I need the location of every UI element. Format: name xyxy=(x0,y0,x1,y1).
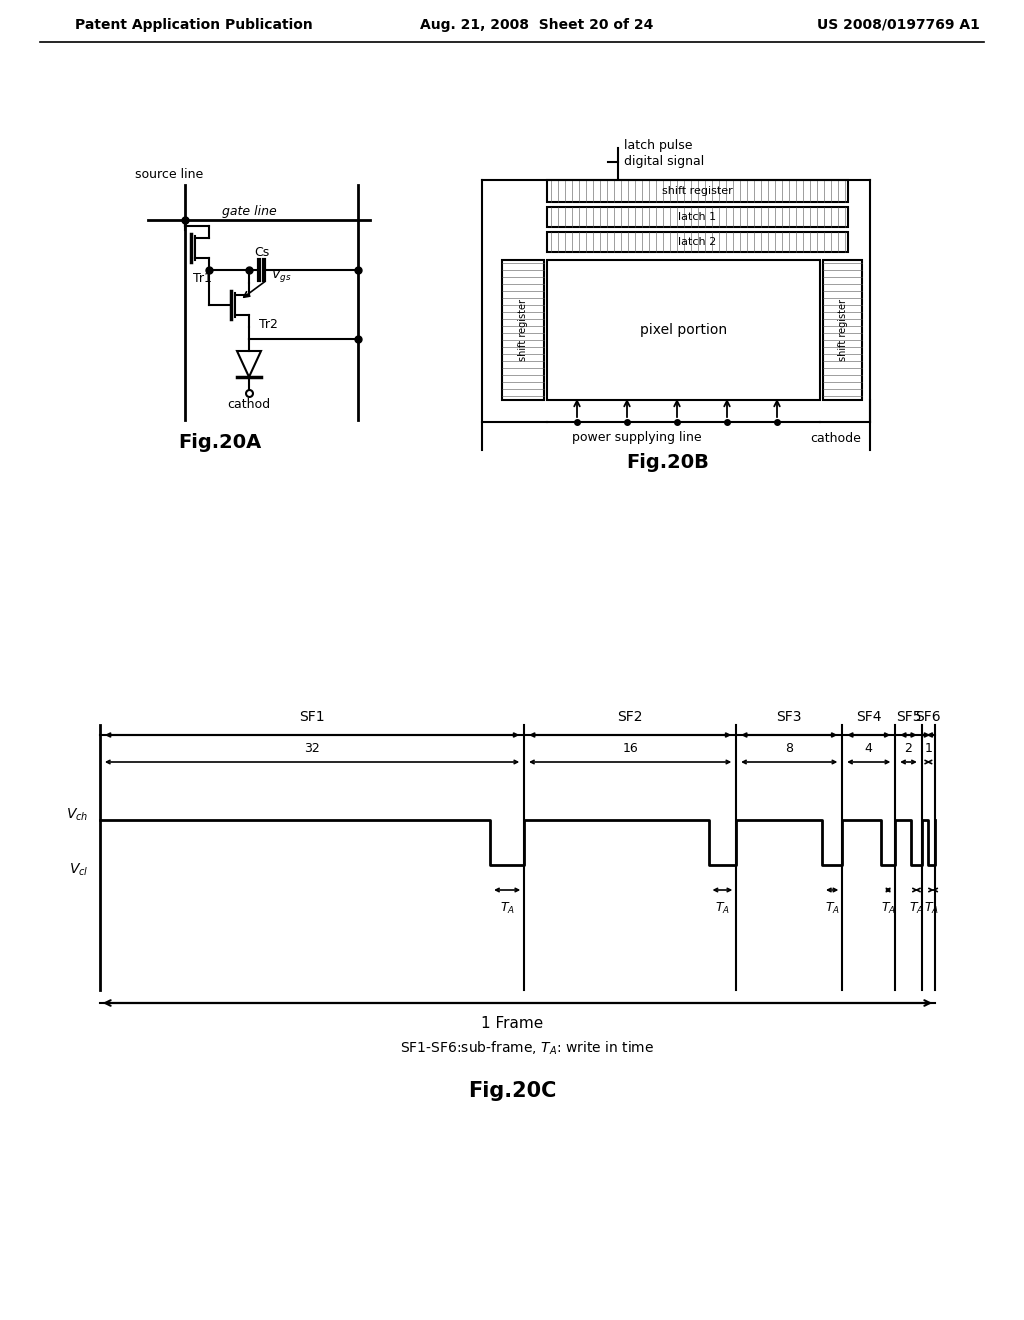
Text: Tr1: Tr1 xyxy=(193,272,212,285)
Text: 16: 16 xyxy=(623,742,638,755)
Text: $V_{gs}$: $V_{gs}$ xyxy=(271,267,292,284)
Text: Fig.20A: Fig.20A xyxy=(178,433,261,451)
Text: latch pulse: latch pulse xyxy=(624,139,692,152)
Bar xyxy=(547,232,848,252)
Text: 8: 8 xyxy=(785,742,794,755)
Text: SF5: SF5 xyxy=(896,710,922,723)
Bar xyxy=(502,260,544,400)
Text: SF4: SF4 xyxy=(856,710,882,723)
Text: $T_A$: $T_A$ xyxy=(824,900,840,916)
Text: US 2008/0197769 A1: US 2008/0197769 A1 xyxy=(817,18,980,32)
Text: $T_A$: $T_A$ xyxy=(909,900,924,916)
Text: SF1-SF6:sub-frame, $T_A$: write in time: SF1-SF6:sub-frame, $T_A$: write in time xyxy=(400,1039,654,1057)
Bar xyxy=(823,260,862,400)
Text: pixel portion: pixel portion xyxy=(640,323,727,337)
Text: latch 2: latch 2 xyxy=(678,238,717,247)
Text: power supplying line: power supplying line xyxy=(572,432,701,445)
Text: Cs: Cs xyxy=(254,246,269,259)
Text: $T_A$: $T_A$ xyxy=(500,900,515,916)
Text: 2: 2 xyxy=(904,742,912,755)
Text: shift register: shift register xyxy=(838,300,848,360)
Text: 1 Frame: 1 Frame xyxy=(481,1015,543,1031)
Text: $T_A$: $T_A$ xyxy=(925,900,939,916)
Text: gate line: gate line xyxy=(222,206,276,219)
Text: source line: source line xyxy=(135,169,203,181)
Text: Fig.20C: Fig.20C xyxy=(468,1081,556,1101)
Text: Tr2: Tr2 xyxy=(259,318,278,331)
Text: digital signal: digital signal xyxy=(624,156,705,169)
Text: SF2: SF2 xyxy=(617,710,643,723)
Text: 32: 32 xyxy=(304,742,319,755)
Text: Aug. 21, 2008  Sheet 20 of 24: Aug. 21, 2008 Sheet 20 of 24 xyxy=(420,18,653,32)
Text: SF6: SF6 xyxy=(915,710,941,723)
Text: SF3: SF3 xyxy=(776,710,802,723)
Text: SF1: SF1 xyxy=(299,710,325,723)
Bar xyxy=(547,207,848,227)
Text: $V_{cl}$: $V_{cl}$ xyxy=(69,862,88,878)
Text: shift register: shift register xyxy=(518,300,528,360)
Text: cathod: cathod xyxy=(227,399,270,412)
Text: $V_{ch}$: $V_{ch}$ xyxy=(66,807,88,824)
Text: 1: 1 xyxy=(925,742,932,755)
Bar xyxy=(547,180,848,202)
Text: 4: 4 xyxy=(865,742,872,755)
Text: Fig.20B: Fig.20B xyxy=(627,453,710,471)
Text: cathode: cathode xyxy=(810,432,861,445)
Text: Patent Application Publication: Patent Application Publication xyxy=(75,18,312,32)
Bar xyxy=(547,260,820,400)
Text: $T_A$: $T_A$ xyxy=(715,900,730,916)
Text: shift register: shift register xyxy=(663,186,733,195)
Text: latch 1: latch 1 xyxy=(679,213,717,222)
Text: $T_A$: $T_A$ xyxy=(881,900,896,916)
